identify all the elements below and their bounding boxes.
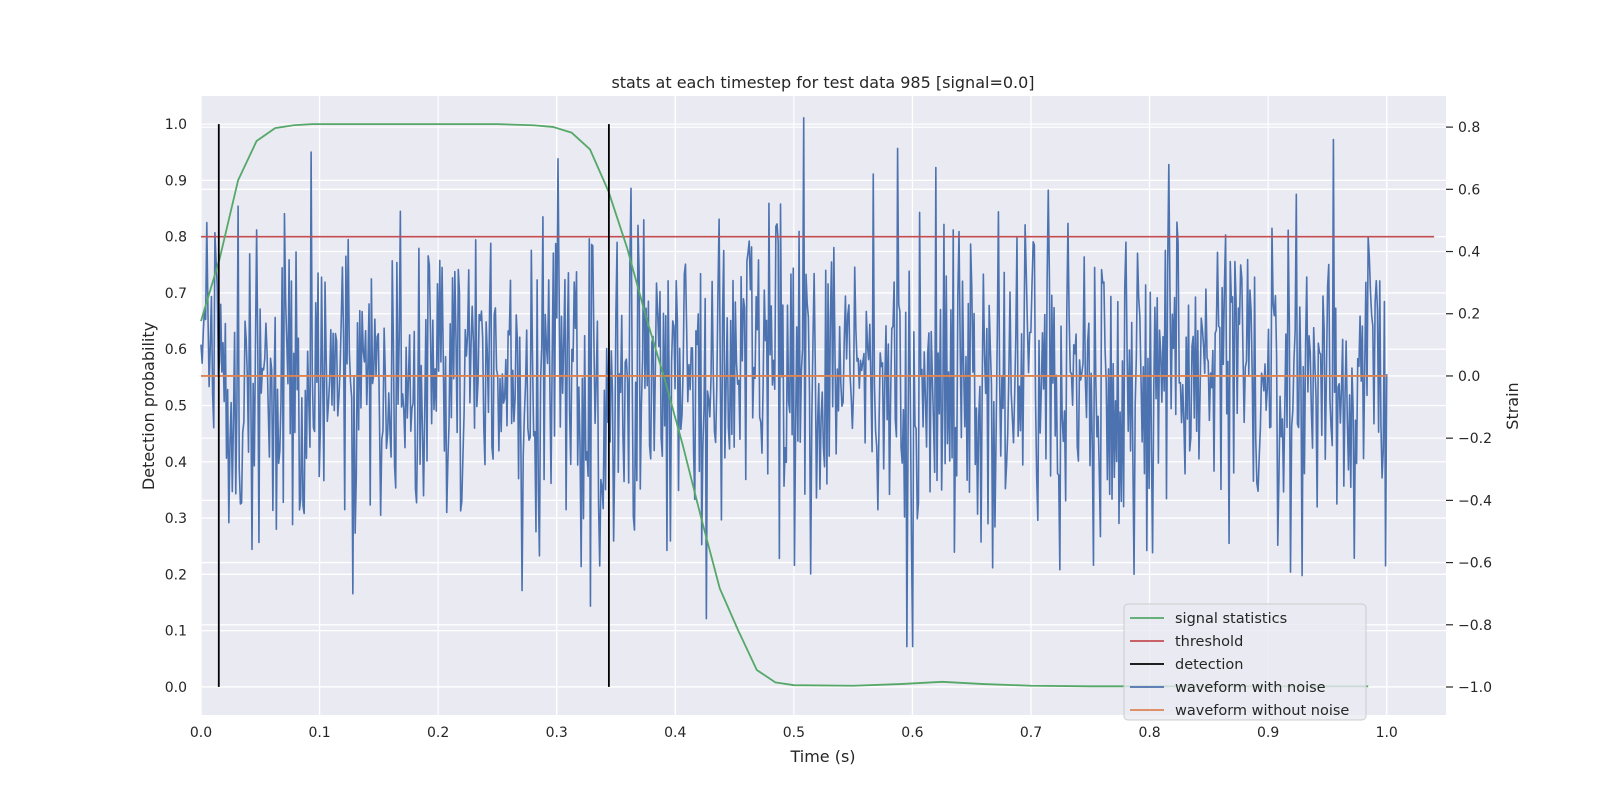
x-axis-label: Time (s) xyxy=(789,747,855,766)
legend-label: waveform with noise xyxy=(1175,680,1326,696)
signal-statistics-line xyxy=(200,123,1369,688)
y-left-tick-label: 0.4 xyxy=(165,455,187,471)
y-left-tick-label: 0.7 xyxy=(165,286,187,302)
y-left-tick-label: 0.9 xyxy=(165,173,187,189)
x-tick-label: 0.4 xyxy=(664,725,686,741)
y-left-tick-label: 0.8 xyxy=(165,230,187,246)
y-left-tick-label: 0.5 xyxy=(165,399,187,415)
waveform-with-noise-line xyxy=(200,116,1388,648)
x-tick-label: 0.0 xyxy=(190,725,212,741)
y-right-tick-label: 0.8 xyxy=(1458,120,1480,136)
y-right-tick-label: 0.2 xyxy=(1458,307,1480,323)
x-tick-label: 0.6 xyxy=(901,725,923,741)
legend-label: detection xyxy=(1175,657,1243,673)
x-tick-label: 0.1 xyxy=(308,725,330,741)
legend: signal statistics threshold detection wavef… xyxy=(1123,603,1367,721)
y-left-tick-label: 0.0 xyxy=(165,680,187,696)
y-right-tick-label: −0.2 xyxy=(1458,431,1492,447)
y-right-tick-label: 0.0 xyxy=(1458,369,1480,385)
x-tick-label: 0.9 xyxy=(1257,725,1279,741)
y-left-tick-label: 0.3 xyxy=(165,511,187,527)
x-tick-label: 0.3 xyxy=(546,725,568,741)
x-tick-label: 0.7 xyxy=(1020,725,1042,741)
y-left-tick-label: 0.1 xyxy=(165,624,187,640)
y-right-tick-label: 0.4 xyxy=(1458,245,1480,261)
series-layer xyxy=(200,116,1435,688)
legend-box xyxy=(1123,603,1367,721)
y-left-tick-label: 0.6 xyxy=(165,342,187,358)
tick-layer: 0.0 0.1 0.2 0.3 0.4 0.5 0.6 0.7 0.8 0.9 1.0 0.0 0.1 0… xyxy=(165,117,1492,741)
chart-title: stats at each timestep for test data 985… xyxy=(611,73,1034,92)
y-right-tick-label: −1.0 xyxy=(1458,680,1492,696)
x-tick-label: 0.2 xyxy=(427,725,449,741)
y-right-tick-label: 0.6 xyxy=(1458,182,1480,198)
y-right-tick-label: −0.8 xyxy=(1458,618,1492,634)
y-left-tick-label: 1.0 xyxy=(165,117,187,133)
y-left-tick-label: 0.2 xyxy=(165,567,187,583)
legend-label: signal statistics xyxy=(1175,611,1287,627)
y-right-tick-label: −0.4 xyxy=(1458,493,1492,509)
x-tick-label: 0.8 xyxy=(1138,725,1160,741)
x-tick-label: 0.5 xyxy=(783,725,805,741)
y-axis-left-label: Detection probability xyxy=(139,322,158,490)
x-tick-label: 1.0 xyxy=(1376,725,1398,741)
legend-label: waveform without noise xyxy=(1175,703,1349,719)
legend-label: threshold xyxy=(1175,634,1243,650)
y-right-tick-label: −0.6 xyxy=(1458,556,1492,572)
y-axis-right-label: Strain xyxy=(1503,382,1522,429)
